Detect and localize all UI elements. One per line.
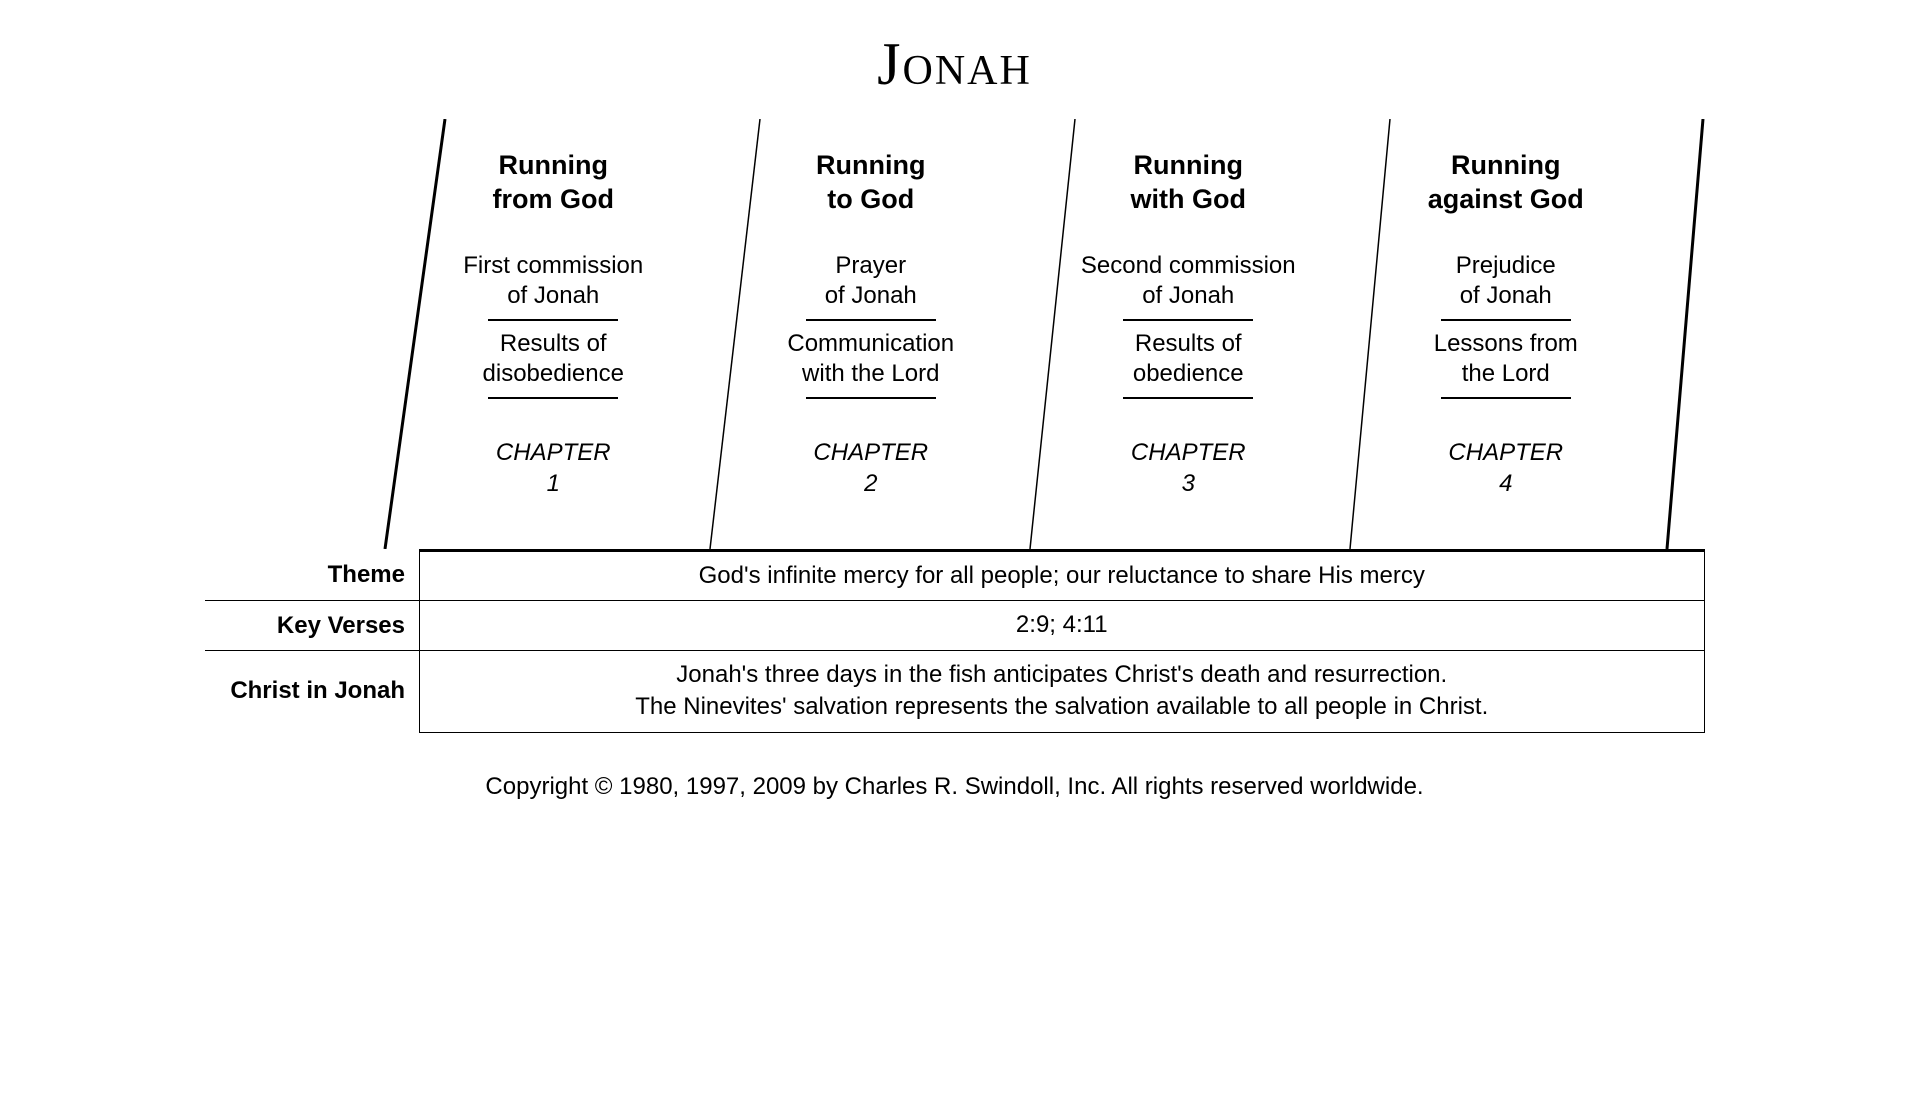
mini-rule xyxy=(488,319,618,321)
sub-line: Prayer xyxy=(835,252,906,279)
column-subtext: Second commission of Jonah xyxy=(1081,251,1296,311)
chapter-word: CHAPTER xyxy=(813,439,928,466)
column-heading: Running against God xyxy=(1428,149,1584,217)
info-table: Theme God's infinite mercy for all peopl… xyxy=(205,549,1705,733)
chapter-word: CHAPTER xyxy=(1448,439,1563,466)
heading-line: Running xyxy=(1134,150,1243,180)
sub-line: Communication xyxy=(787,330,954,357)
mini-rule xyxy=(1123,397,1253,399)
column-heading: Running with God xyxy=(1131,149,1246,217)
sub-line: First commission xyxy=(463,252,643,279)
sub-line: Results of xyxy=(1135,330,1242,357)
copyright-text: Copyright © 1980, 1997, 2009 by Charles … xyxy=(205,773,1705,801)
chapter-column-3: Running with God Second commission of Jo… xyxy=(1030,119,1348,549)
chart-container: Jonah Running from God First commission … xyxy=(205,30,1705,801)
chapter-column-4: Running against God Prejudice of Jonah L… xyxy=(1347,119,1665,549)
column-subtext: Prejudice of Jonah xyxy=(1456,251,1556,311)
column-subtext: Communication with the Lord xyxy=(787,329,954,389)
sub-line: obedience xyxy=(1133,360,1244,387)
heading-line: to God xyxy=(827,184,914,214)
mini-rule xyxy=(1441,319,1571,321)
heading-line: Running xyxy=(499,150,608,180)
chapter-label: CHAPTER 1 xyxy=(496,437,611,499)
heading-line: Running xyxy=(1451,150,1560,180)
chapter-word: CHAPTER xyxy=(496,439,611,466)
chapter-number: 3 xyxy=(1182,470,1195,497)
sub-line: Lessons from xyxy=(1434,330,1578,357)
chapter-label: CHAPTER 3 xyxy=(1131,437,1246,499)
table-row: Key Verses 2:9; 4:11 xyxy=(205,601,1705,650)
column-subtext: Results of disobedience xyxy=(483,329,624,389)
sub-line: with the Lord xyxy=(802,360,939,387)
row-label: Key Verses xyxy=(205,601,420,650)
sub-line: Second commission xyxy=(1081,252,1296,279)
heading-line: Running xyxy=(816,150,925,180)
sub-line: of Jonah xyxy=(1460,282,1552,309)
page-title: Jonah xyxy=(205,30,1705,99)
row-value: 2:9; 4:11 xyxy=(420,601,1705,650)
column-subtext: Prayer of Jonah xyxy=(825,251,917,311)
column-subtext: Lessons from the Lord xyxy=(1434,329,1578,389)
mini-rule xyxy=(806,397,936,399)
column-heading: Running to God xyxy=(816,149,925,217)
heading-line: from God xyxy=(493,184,615,214)
heading-line: with God xyxy=(1131,184,1246,214)
chapter-label: CHAPTER 4 xyxy=(1448,437,1563,499)
column-subtext: Results of obedience xyxy=(1133,329,1244,389)
sub-line: Prejudice xyxy=(1456,252,1556,279)
row-label: Christ in Jonah xyxy=(205,650,420,732)
table-row: Christ in Jonah Jonah's three days in th… xyxy=(205,650,1705,732)
divider-line xyxy=(1667,119,1703,549)
heading-line: against God xyxy=(1428,184,1584,214)
chapter-word: CHAPTER xyxy=(1131,439,1246,466)
row-label: Theme xyxy=(205,551,420,601)
sub-line: of Jonah xyxy=(507,282,599,309)
row-value: God's infinite mercy for all people; our… xyxy=(420,551,1705,601)
columns-wrapper: Running from God First commission of Jon… xyxy=(395,119,1665,549)
row-value: Jonah's three days in the fish anticipat… xyxy=(420,650,1705,732)
column-heading: Running from God xyxy=(493,149,615,217)
column-subtext: First commission of Jonah xyxy=(463,251,643,311)
sub-line: of Jonah xyxy=(1142,282,1234,309)
chapter-number: 2 xyxy=(864,470,877,497)
mini-rule xyxy=(488,397,618,399)
chapter-number: 1 xyxy=(547,470,560,497)
chapter-column-1: Running from God First commission of Jon… xyxy=(395,119,713,549)
mini-rule xyxy=(806,319,936,321)
sub-line: disobedience xyxy=(483,360,624,387)
sub-line: the Lord xyxy=(1462,360,1550,387)
chapter-column-2: Running to God Prayer of Jonah Communica… xyxy=(712,119,1030,549)
column-panel-area: Running from God First commission of Jon… xyxy=(205,119,1705,549)
sub-line: of Jonah xyxy=(825,282,917,309)
mini-rule xyxy=(1441,397,1571,399)
chapter-label: CHAPTER 2 xyxy=(813,437,928,499)
table-row: Theme God's infinite mercy for all peopl… xyxy=(205,551,1705,601)
mini-rule xyxy=(1123,319,1253,321)
sub-line: Results of xyxy=(500,330,607,357)
chapter-number: 4 xyxy=(1499,470,1512,497)
